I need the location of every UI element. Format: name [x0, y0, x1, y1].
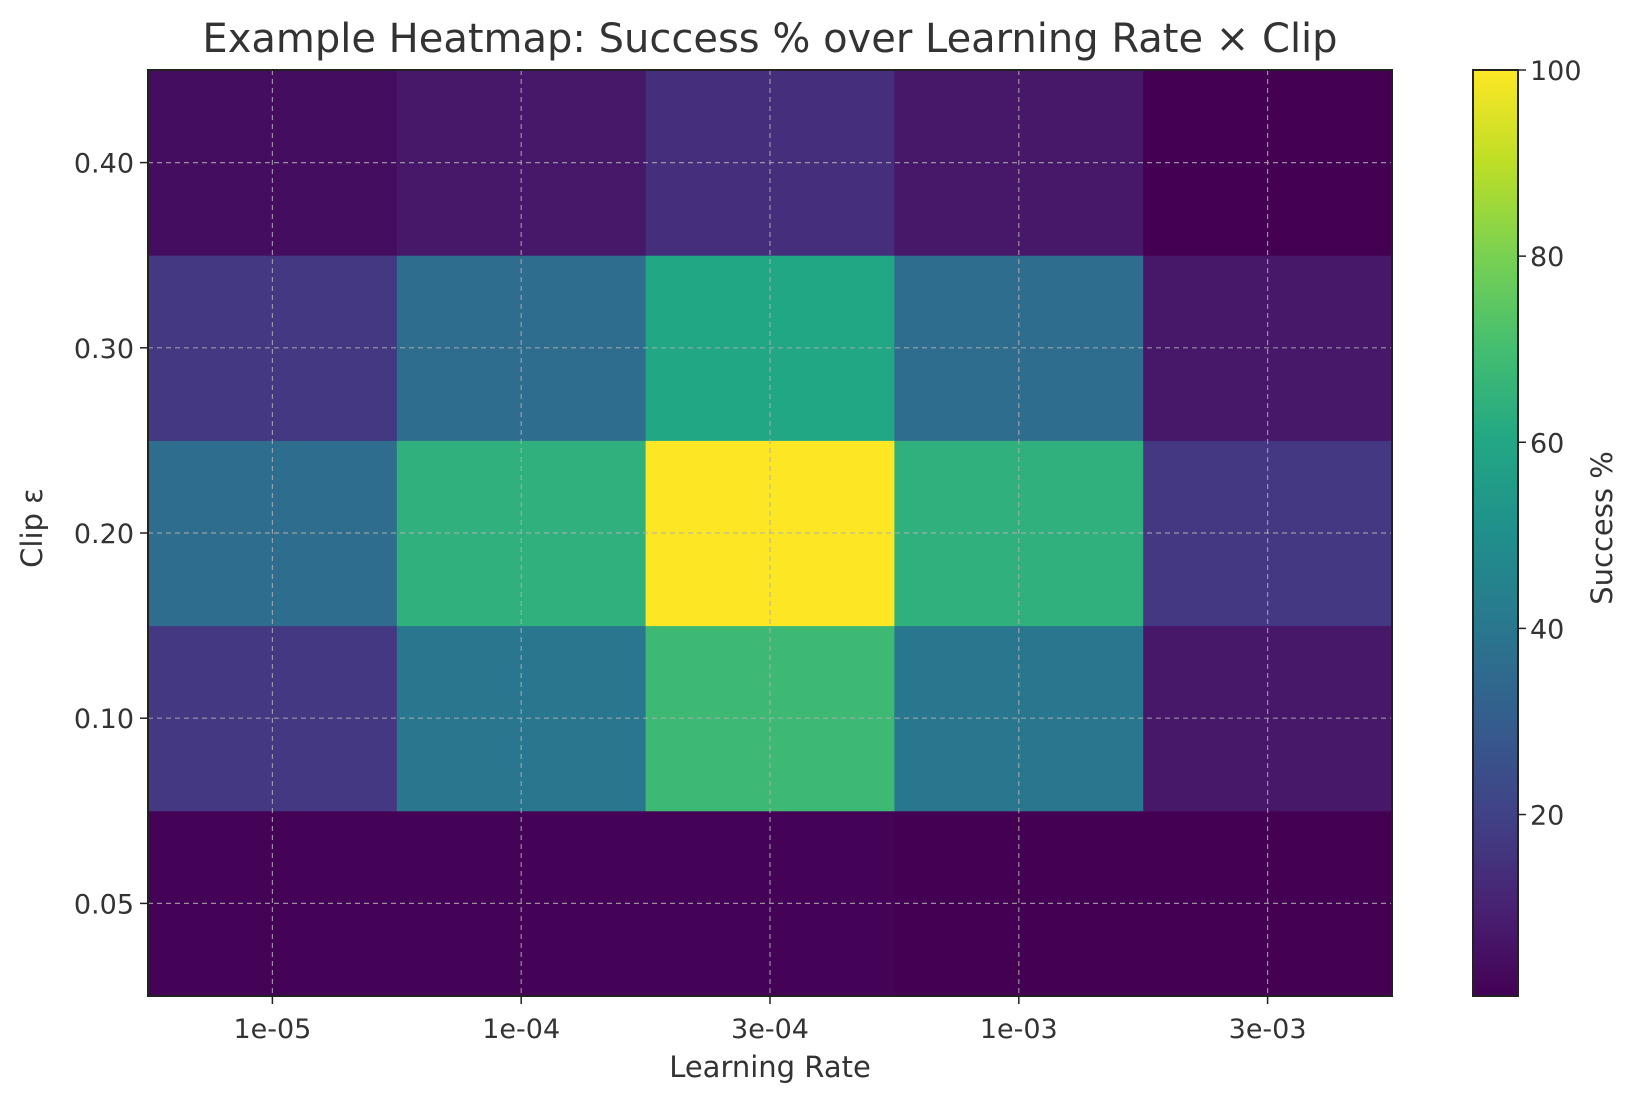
- colorbar-tick-label: 20: [1530, 801, 1564, 832]
- y-tick-label: 0.20: [74, 519, 134, 550]
- colorbar-ticks: 20 40 60 80 100: [1518, 56, 1582, 832]
- y-tick-label: 0.10: [74, 704, 134, 735]
- x-tick-label: 3e-04: [731, 1014, 809, 1045]
- chart-title: Example Heatmap: Success % over Learning…: [202, 16, 1337, 62]
- colorbar-tick-label: 80: [1530, 242, 1564, 273]
- colorbar-tick-label: 100: [1530, 56, 1582, 87]
- x-axis-ticks: 1e-05 1e-04 3e-04 1e-03 3e-03: [233, 996, 1307, 1045]
- colorbar-tick-label: 60: [1530, 428, 1564, 459]
- grid-lines: [148, 70, 1392, 996]
- x-tick-label: 1e-04: [482, 1014, 560, 1045]
- x-axis-label: Learning Rate: [669, 1050, 871, 1084]
- colorbar: [1472, 69, 1519, 997]
- x-tick-label: 1e-05: [233, 1014, 311, 1045]
- colorbar-tick-label: 40: [1530, 614, 1564, 645]
- y-tick-label: 0.30: [74, 334, 134, 365]
- y-axis-ticks: 0.05 0.10 0.20 0.30 0.40: [74, 149, 148, 920]
- y-tick-label: 0.40: [74, 149, 134, 180]
- colorbar-label: Success %: [1585, 451, 1619, 605]
- y-tick-label: 0.05: [74, 889, 134, 920]
- y-axis-label: Clip ε: [15, 488, 49, 568]
- x-tick-label: 1e-03: [980, 1014, 1058, 1045]
- x-tick-label: 3e-03: [1229, 1014, 1307, 1045]
